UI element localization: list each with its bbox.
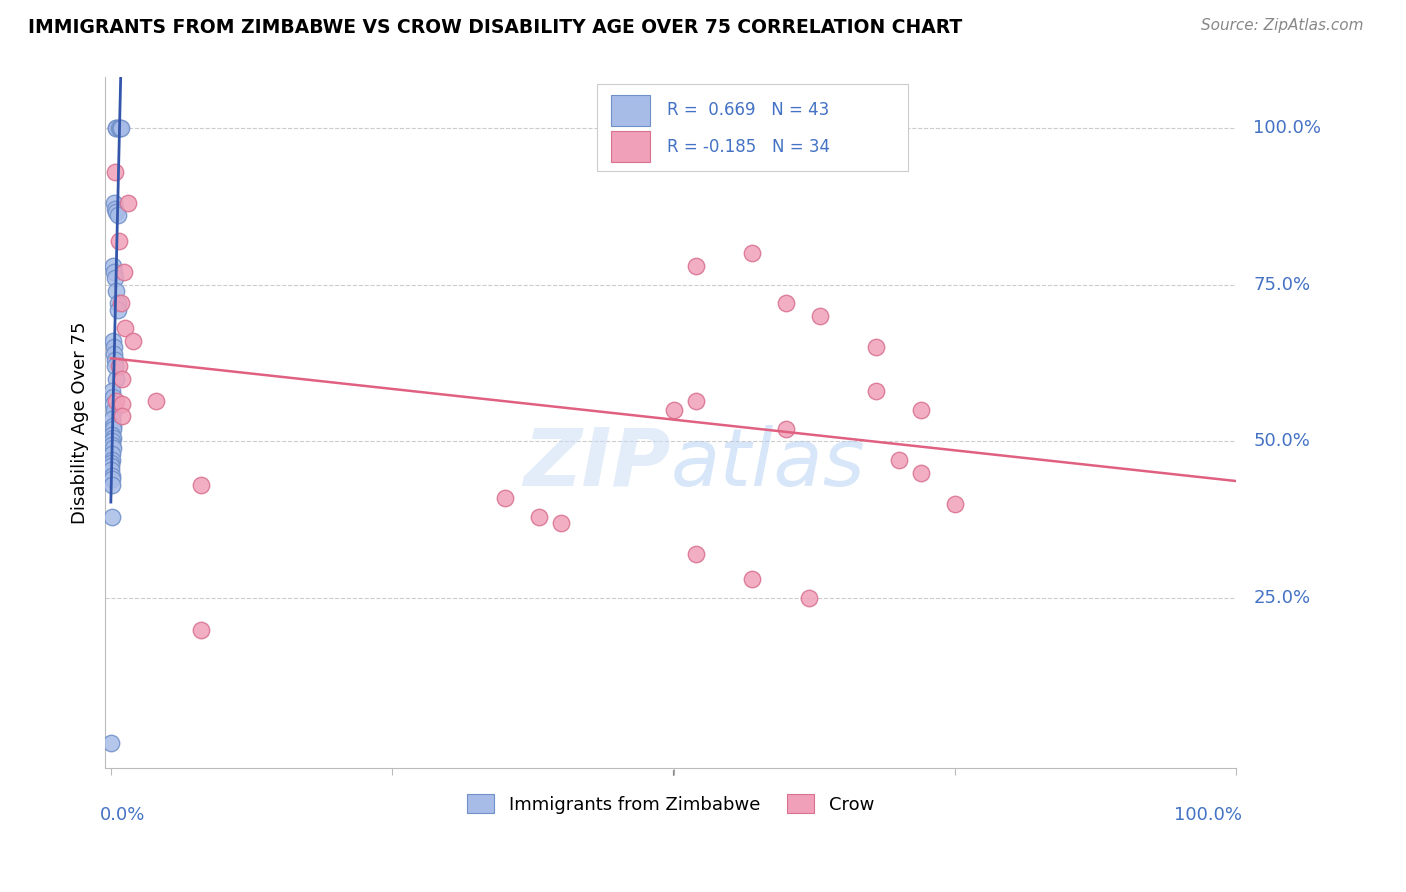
Point	[775, 296, 797, 310]
Point	[111, 397, 134, 411]
Point	[887, 453, 910, 467]
Point	[105, 205, 128, 219]
Point	[101, 334, 124, 348]
Point	[117, 196, 139, 211]
Point	[101, 469, 124, 483]
Point	[865, 384, 887, 399]
Point	[101, 418, 124, 433]
Point	[101, 453, 124, 467]
Text: 50.0%: 50.0%	[1253, 433, 1310, 450]
Point	[190, 478, 212, 492]
Point	[107, 302, 129, 317]
Point	[105, 120, 128, 135]
Point	[103, 346, 125, 360]
Point	[104, 359, 127, 373]
Point	[101, 422, 124, 436]
Point	[808, 309, 831, 323]
Point	[101, 259, 124, 273]
Point	[190, 623, 212, 637]
Point	[775, 422, 797, 436]
Text: 75.0%: 75.0%	[1253, 276, 1310, 293]
Point	[107, 359, 129, 373]
Point	[101, 412, 124, 426]
Point	[104, 352, 127, 367]
Point	[741, 573, 763, 587]
Point	[107, 234, 129, 248]
Point	[107, 209, 129, 223]
Point	[111, 409, 134, 424]
Text: ZIP: ZIP	[523, 425, 671, 503]
Point	[104, 164, 127, 178]
Point	[101, 441, 124, 455]
Point	[100, 736, 122, 750]
FancyBboxPatch shape	[598, 85, 908, 170]
Text: atlas: atlas	[671, 425, 866, 503]
Point	[110, 296, 132, 310]
Point	[494, 491, 516, 505]
Point	[101, 472, 124, 486]
Point	[685, 393, 707, 408]
Point	[105, 371, 128, 385]
Point	[101, 447, 124, 461]
Point	[741, 246, 763, 260]
Text: 100.0%: 100.0%	[1174, 805, 1241, 823]
Point	[100, 462, 122, 476]
Point	[101, 478, 124, 492]
Point	[114, 321, 136, 335]
Point	[105, 393, 128, 408]
Text: R = -0.185   N = 34: R = -0.185 N = 34	[668, 137, 831, 156]
Point	[101, 509, 124, 524]
Point	[103, 196, 125, 211]
Text: R =  0.669   N = 43: R = 0.669 N = 43	[668, 101, 830, 120]
Text: 0.0%: 0.0%	[100, 805, 145, 823]
Point	[797, 591, 820, 606]
Point	[101, 431, 124, 445]
Point	[105, 284, 128, 298]
Point	[145, 393, 167, 408]
Text: 100.0%: 100.0%	[1253, 119, 1322, 136]
Point	[112, 265, 135, 279]
Point	[910, 403, 932, 417]
Point	[865, 340, 887, 354]
Point	[103, 340, 125, 354]
Bar	[610, 95, 651, 126]
Point	[107, 120, 129, 135]
Point	[662, 403, 685, 417]
Point	[108, 120, 131, 135]
Point	[103, 403, 125, 417]
Point	[103, 265, 125, 279]
Point	[104, 271, 127, 285]
Point	[100, 456, 122, 470]
Text: Source: ZipAtlas.com: Source: ZipAtlas.com	[1201, 18, 1364, 33]
Point	[550, 516, 572, 530]
Point	[107, 296, 129, 310]
Point	[101, 428, 124, 442]
Point	[104, 202, 127, 217]
Bar	[610, 131, 651, 162]
Point	[101, 434, 124, 449]
Point	[101, 397, 124, 411]
Point	[943, 497, 966, 511]
Point	[101, 437, 124, 451]
Point	[910, 466, 932, 480]
Point	[685, 547, 707, 561]
Y-axis label: Disability Age Over 75: Disability Age Over 75	[72, 321, 89, 524]
Point	[527, 509, 550, 524]
Point	[685, 259, 707, 273]
Point	[111, 371, 134, 385]
Point	[122, 334, 145, 348]
Legend: Immigrants from Zimbabwe, Crow: Immigrants from Zimbabwe, Crow	[460, 787, 882, 821]
Point	[101, 384, 124, 399]
Text: IMMIGRANTS FROM ZIMBABWE VS CROW DISABILITY AGE OVER 75 CORRELATION CHART: IMMIGRANTS FROM ZIMBABWE VS CROW DISABIL…	[28, 18, 962, 37]
Point	[105, 120, 128, 135]
Point	[100, 459, 122, 474]
Point	[110, 120, 132, 135]
Point	[101, 391, 124, 405]
Text: 25.0%: 25.0%	[1253, 590, 1310, 607]
